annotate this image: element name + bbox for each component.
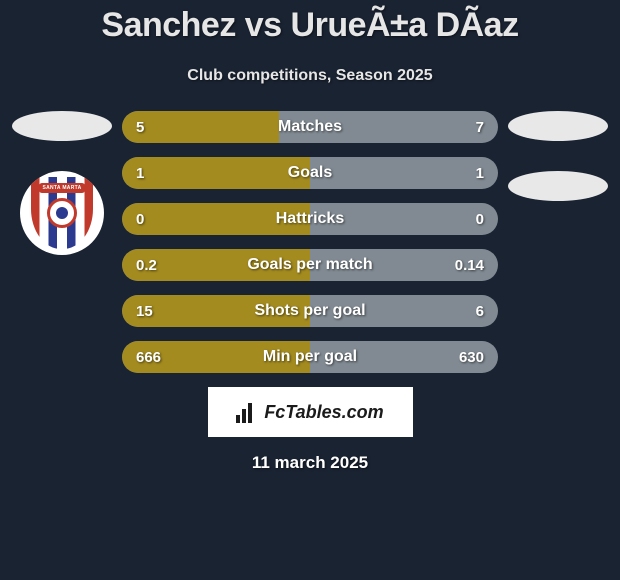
stat-bar: Matches57	[122, 111, 498, 143]
stat-bar-left-value: 15	[136, 295, 153, 327]
stat-bar-left-value: 1	[136, 157, 144, 189]
stat-bar-left-fill	[122, 111, 279, 143]
stat-bar: Goals11	[122, 157, 498, 189]
stat-bar-left-fill	[122, 203, 310, 235]
player-photo-placeholder-left	[12, 111, 112, 141]
stat-bar: Hattricks00	[122, 203, 498, 235]
page-title: Sanchez vs UrueÃ±a DÃ­az	[0, 0, 620, 45]
stat-bar: Min per goal666630	[122, 341, 498, 373]
stat-bar: Shots per goal156	[122, 295, 498, 327]
stat-bar-right-value: 630	[459, 341, 484, 373]
club-banner-text: SANTA MARTA	[39, 183, 85, 193]
stat-bar-left-value: 0.2	[136, 249, 157, 281]
club-badge-placeholder-right	[508, 171, 608, 201]
stat-bar-left-value: 5	[136, 111, 144, 143]
watermark[interactable]: FcTables.com	[208, 387, 413, 437]
player-photo-placeholder-right	[508, 111, 608, 141]
stat-bar-right-value: 6	[476, 295, 484, 327]
subtitle: Club competitions, Season 2025	[0, 67, 620, 85]
bar-chart-icon	[236, 401, 258, 423]
main-row: SANTA MARTA Matches57Goals11Hattricks00G…	[0, 111, 620, 373]
date-footer: 11 march 2025	[0, 453, 620, 473]
stat-bar: Goals per match0.20.14	[122, 249, 498, 281]
stat-bar-left-value: 0	[136, 203, 144, 235]
stat-bar-right-value: 7	[476, 111, 484, 143]
club-badge-left: SANTA MARTA	[20, 171, 104, 255]
stat-bars: Matches57Goals11Hattricks00Goals per mat…	[118, 111, 502, 373]
right-player-column	[502, 111, 614, 201]
stat-bar-right-value: 1	[476, 157, 484, 189]
stat-bar-left-value: 666	[136, 341, 161, 373]
comparison-card: Sanchez vs UrueÃ±a DÃ­az Club competitio…	[0, 0, 620, 473]
left-player-column: SANTA MARTA	[6, 111, 118, 255]
stat-bar-right-value: 0.14	[455, 249, 484, 281]
stat-bar-left-fill	[122, 157, 310, 189]
watermark-text: FcTables.com	[264, 402, 383, 423]
stat-bar-right-value: 0	[476, 203, 484, 235]
